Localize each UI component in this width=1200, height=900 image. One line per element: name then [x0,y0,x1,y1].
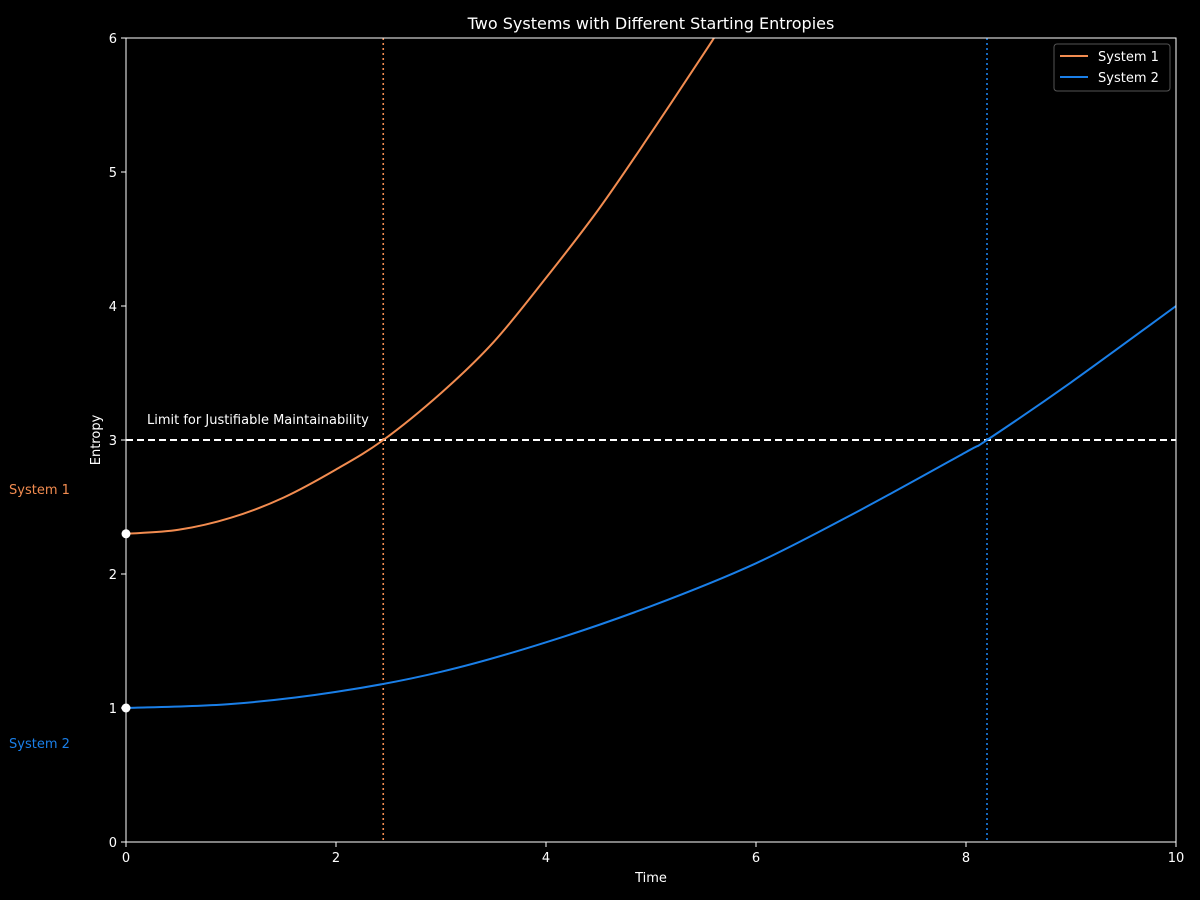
y-tick-label: 1 [109,702,117,717]
legend: System 1 System 2 [1053,43,1171,92]
legend-label-series-1: System 1 [1098,50,1159,65]
x-axis-label: Time [634,871,667,886]
series-line-1 [126,38,715,535]
y-tick-label: 6 [109,32,117,47]
x-tick-label: 6 [752,851,760,866]
side-label-series-1: System 1 [9,483,70,498]
legend-label-series-2: System 2 [1098,71,1159,86]
y-tick-label: 0 [109,836,117,851]
side-label-series-2: System 2 [9,737,70,752]
plot-contents [126,38,1176,842]
x-tick-label: 4 [542,851,550,866]
y-tick-label: 3 [109,434,117,449]
plot-area: Limit for Justifiable Maintainability 0 2 4… [9,32,1184,866]
y-tick-label: 5 [109,166,117,181]
x-tick-label: 0 [122,851,130,866]
series-line-2 [126,305,1176,709]
y-axis-label: Entropy [89,414,104,465]
y-tick-label: 4 [109,300,117,315]
x-tick-label: 10 [1168,851,1185,866]
y-tick-label: 2 [109,568,117,583]
threshold-label: Limit for Justifiable Maintainability [147,413,369,428]
x-tick-label: 8 [962,851,970,866]
x-tick-label: 2 [332,851,340,866]
chart-title: Two Systems with Different Starting Entr… [467,14,835,33]
